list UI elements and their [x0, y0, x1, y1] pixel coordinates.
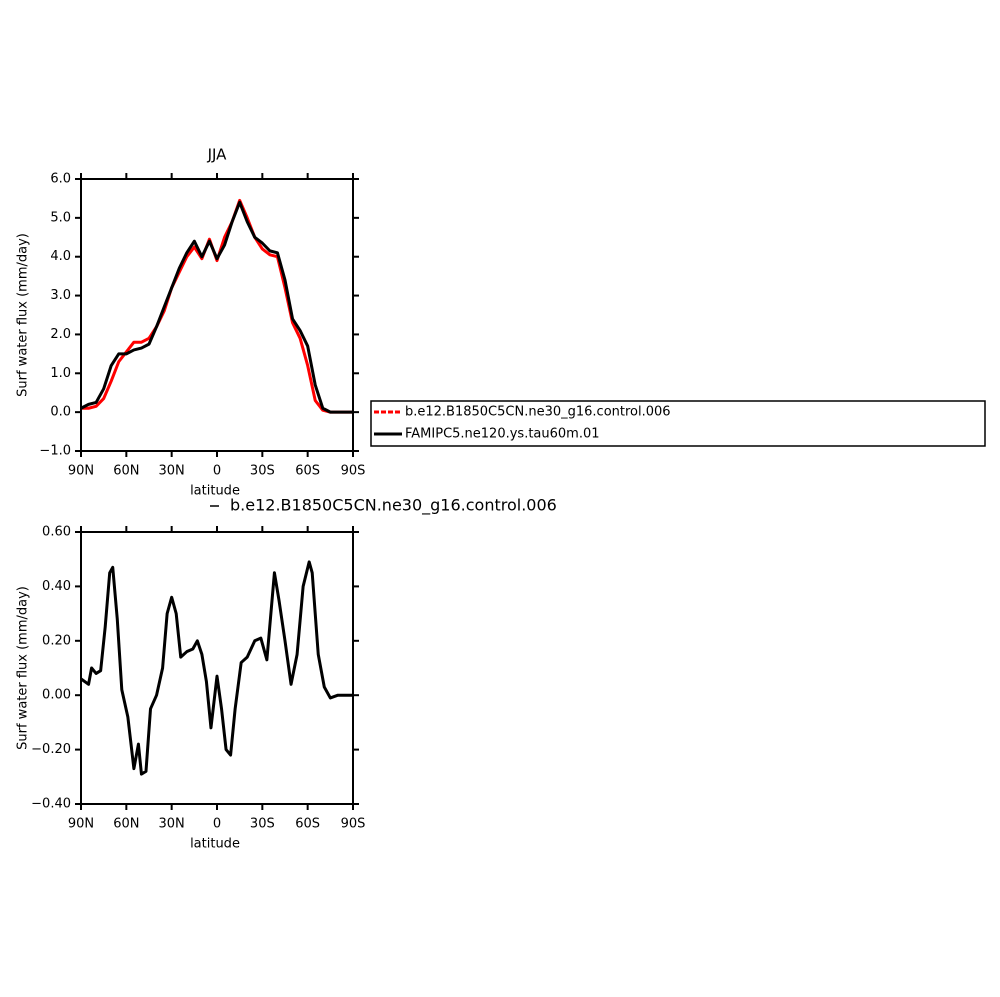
x-tick-label: 90S: [341, 817, 366, 832]
x-tick-label: 30S: [250, 817, 275, 832]
y-tick-label: 0.40: [42, 579, 71, 594]
x-tick-label: 90N: [68, 817, 94, 832]
y-tick-label: −0.40: [31, 797, 71, 812]
x-tick-label: 30S: [250, 464, 275, 479]
x-tick-label: 30N: [159, 464, 185, 479]
y-tick-label: 4.0: [50, 249, 71, 264]
x-tick-label: 60N: [113, 464, 139, 479]
y-tick-label: 5.0: [50, 210, 71, 225]
series-line: [80, 560, 353, 776]
x-tick-label: 60S: [295, 464, 320, 479]
legend-label: FAMIPC5.ne120.ys.tau60m.01: [405, 427, 600, 442]
x-tick-label: 30N: [159, 817, 185, 832]
y-tick-label: 0.00: [42, 688, 71, 703]
series-line: [81, 198, 353, 414]
y-tick-label: 0.20: [42, 633, 71, 648]
series-line: [80, 200, 353, 414]
x-tick-label: 60N: [113, 817, 139, 832]
chart-title: b.e12.B1850C5CN.ne30_g16.control.006: [230, 496, 557, 516]
y-tick-label: 3.0: [50, 288, 71, 303]
y-tick-label: −1.0: [39, 444, 71, 459]
x-tick-label: 0: [213, 464, 221, 479]
y-tick-label: −0.20: [31, 742, 71, 757]
y-tick-label: 6.0: [50, 172, 71, 187]
x-tick-label: 90S: [341, 464, 366, 479]
y-tick-label: 2.0: [50, 327, 71, 342]
chart-title: JJA: [207, 146, 228, 164]
plot-frame: [80, 178, 354, 452]
y-tick-label: 0.60: [42, 525, 71, 540]
y-axis-label: Surf water flux (mm/day): [16, 586, 31, 750]
x-tick-label: 0: [213, 817, 221, 832]
x-tick-label: 90N: [68, 464, 94, 479]
legend-box: [370, 400, 986, 447]
x-axis-label: latitude: [190, 484, 240, 499]
legend-label: b.e12.B1850C5CN.ne30_g16.control.006: [405, 405, 671, 420]
y-tick-label: 1.0: [50, 366, 71, 381]
x-tick-label: 60S: [295, 817, 320, 832]
y-tick-label: 0.0: [50, 405, 71, 420]
y-axis-label: Surf water flux (mm/day): [16, 233, 31, 397]
x-axis-label: latitude: [190, 837, 240, 852]
